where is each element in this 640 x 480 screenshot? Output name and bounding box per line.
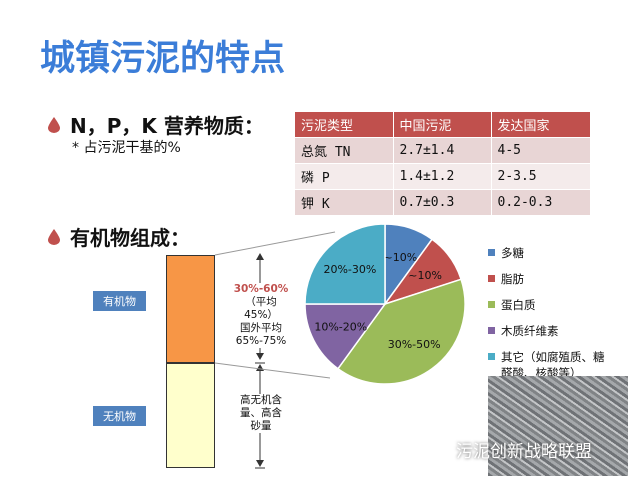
legend-swatch [488,275,495,282]
table-cell: 4-5 [491,137,591,164]
legend-item: 木质纤维素 [488,323,605,339]
organic-range: 30%-60% [233,283,289,295]
bullet-organic: 有机物组成： [48,222,190,251]
legend-swatch [488,301,495,308]
note-line: （平均 [245,296,277,308]
organic-range-note: 30%-60% （平均 45%） 国外平均 65%-75% [232,283,290,348]
pie-slice-label: ~10% [408,269,442,282]
wechat-icon [432,442,452,457]
table-row: 磷 P 1.4±1.2 2-3.5 [295,163,591,190]
legend-label: 木质纤维素 [501,324,559,338]
inorganic-note: 高无机含 量、高含 砂量 [232,394,290,433]
watermark: 污泥创新战略联盟 [432,437,592,462]
note-line: 45%） [244,309,278,321]
legend-label: 多糖 [501,246,524,260]
pie-slice-label: 10%-20% [314,321,367,334]
legend-item: 蛋白质 [488,297,605,313]
table-row: 钾 K 0.7±0.3 0.2-0.3 [295,189,591,215]
table-header: 发达国家 [491,112,591,138]
nutrient-table: 污泥类型 中国污泥 发达国家 总氮 TN 2.7±1.4 4-5 磷 P 1.4… [295,112,591,215]
table-cell: 2-3.5 [491,163,591,190]
note-line: 高无机含 [240,394,282,406]
legend-swatch [488,249,495,256]
organic-bar-segment [166,255,215,363]
table-header: 污泥类型 [295,112,394,138]
legend-label: 蛋白质 [501,298,536,312]
organic-heading: 有机物组成： [70,226,190,250]
inorganic-label: 无机物 [92,405,147,427]
table-cell: 0.7±0.3 [393,189,492,215]
pie-chart: ~10% ~10% 30%-50% 10%-20% 20%-30% [304,223,466,385]
table-cell: 2.7±1.4 [393,137,492,164]
pie-legend: 多糖 脂肪 蛋白质 木质纤维素 其它（如腐殖质、糖 醛酸、核酸等） [488,245,605,391]
nutrients-heading: N，P，K 营养物质： [70,114,264,138]
pie-slice [304,223,386,305]
pie-slice [336,278,466,385]
note-line: 砂量 [250,420,272,432]
drop-bullet-icon [48,228,60,245]
legend-swatch [488,327,495,334]
table-cell: 磷 P [295,163,394,190]
drop-bullet-icon [48,116,60,133]
table-cell: 总氮 TN [295,137,394,164]
sludge-photo [488,376,628,476]
table-header: 中国污泥 [393,112,492,138]
nutrients-note: * 占污泥干基的% [72,140,181,156]
table-cell: 1.4±1.2 [393,163,492,190]
bullet-nutrients: N，P，K 营养物质： [48,110,264,139]
page-title: 城镇污泥的特点 [40,39,286,79]
note-line: 量、高含 [240,407,282,419]
pie-slice-label: 20%-30% [323,263,376,276]
legend-item: 多糖 [488,245,605,261]
note-line: 65%-75% [235,335,287,347]
table-cell: 0.2-0.3 [491,189,591,215]
legend-label: 脂肪 [501,272,524,286]
pie-slice [304,303,387,370]
pie-slice-label: ~10% [383,251,417,264]
legend-swatch [488,353,495,360]
table-header-row: 污泥类型 中国污泥 发达国家 [295,112,591,138]
note-line: 国外平均 [240,322,282,334]
pie-slice-label: 30%-50% [388,338,441,351]
table-cell: 钾 K [295,189,394,215]
organic-label: 有机物 [92,290,147,312]
watermark-text: 污泥创新战略联盟 [456,442,592,462]
legend-item: 脂肪 [488,271,605,287]
legend-label: 其它（如腐殖质、糖 [501,350,605,364]
inorganic-bar-segment [166,363,215,468]
table-row: 总氮 TN 2.7±1.4 4-5 [295,137,591,164]
